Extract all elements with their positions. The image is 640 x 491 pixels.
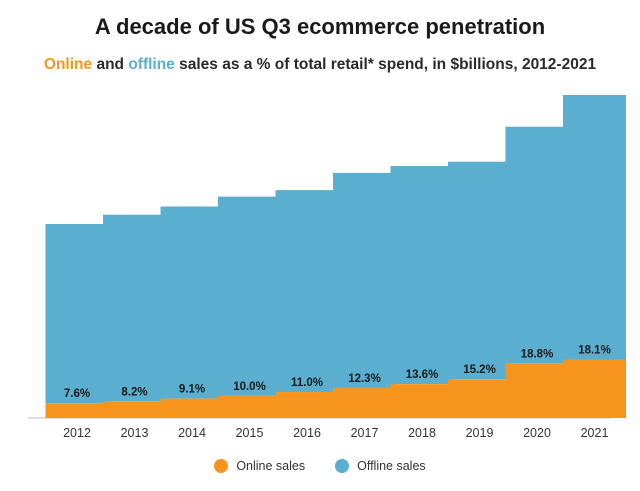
legend-swatch-offline: [335, 459, 350, 473]
data-label-2012: 7.6%: [64, 388, 90, 400]
x-tick-label-2019: 2019: [466, 426, 494, 440]
bar-offline-2020: [505, 126, 569, 364]
subtitle-rest: sales as a % of total retail* spend, in …: [174, 56, 597, 73]
bar-offline-2013: [103, 214, 166, 402]
x-tick-label-2017: 2017: [351, 426, 379, 440]
bar-offline-2019: [448, 161, 511, 380]
bar-offline-2015: [218, 196, 281, 396]
legend-item-offline: Offline sales: [335, 459, 426, 473]
x-tick-label-2020: 2020: [523, 426, 551, 440]
data-label-2016: 11.0%: [291, 377, 323, 389]
bar-offline-2018: [390, 166, 454, 385]
chart-title: A decade of US Q3 ecommerce penetration: [94, 14, 546, 39]
data-label-2018: 13.6%: [406, 369, 439, 381]
bar-online-2016: [275, 392, 339, 418]
bar-offline-2014: [160, 206, 224, 399]
data-label-2013: 8.2%: [121, 386, 147, 398]
data-label-2014: 9.1%: [179, 384, 205, 396]
bar-offline-2021: [563, 95, 626, 360]
bar-online-2013: [103, 401, 166, 418]
bar-offline-2016: [275, 190, 339, 393]
bar-online-2020: [505, 363, 569, 418]
data-label-2021: 18.1%: [578, 345, 611, 357]
legend-label-offline: Offline sales: [357, 459, 426, 473]
bar-offline-2017: [333, 172, 396, 388]
x-tick-label-2014: 2014: [178, 426, 206, 440]
subtitle-online-word: Online: [43, 56, 93, 73]
subtitle-and: and: [92, 56, 129, 73]
x-tick-label-2012: 2012: [63, 426, 91, 440]
bar-offline-2012: [45, 223, 109, 404]
legend: Online sales Offline sales: [0, 459, 640, 473]
x-tick-label-2013: 2013: [121, 426, 149, 440]
subtitle-offline-word: offline: [128, 56, 175, 73]
bar-online-2019: [448, 379, 511, 418]
bar-online-2018: [390, 384, 454, 418]
bar-online-2014: [160, 398, 224, 418]
bar-online-2021: [563, 359, 626, 418]
x-tick-label-2021: 2021: [581, 426, 609, 440]
x-tick-label-2015: 2015: [236, 426, 264, 440]
chart-subtitle: Online and offline sales as a % of total…: [0, 56, 640, 74]
data-label-2015: 10.0%: [233, 381, 266, 393]
legend-item-online: Online sales: [214, 459, 305, 473]
bar-online-2012: [45, 403, 109, 418]
bar-online-2017: [333, 387, 396, 418]
data-label-2020: 18.8%: [521, 348, 554, 360]
data-label-2017: 12.3%: [348, 373, 381, 385]
x-tick-label-2018: 2018: [408, 426, 436, 440]
legend-label-online: Online sales: [236, 459, 306, 473]
data-label-2019: 15.2%: [463, 364, 496, 376]
x-tick-label-2016: 2016: [293, 426, 321, 440]
legend-swatch-online: [214, 459, 229, 473]
bar-online-2015: [218, 395, 281, 418]
